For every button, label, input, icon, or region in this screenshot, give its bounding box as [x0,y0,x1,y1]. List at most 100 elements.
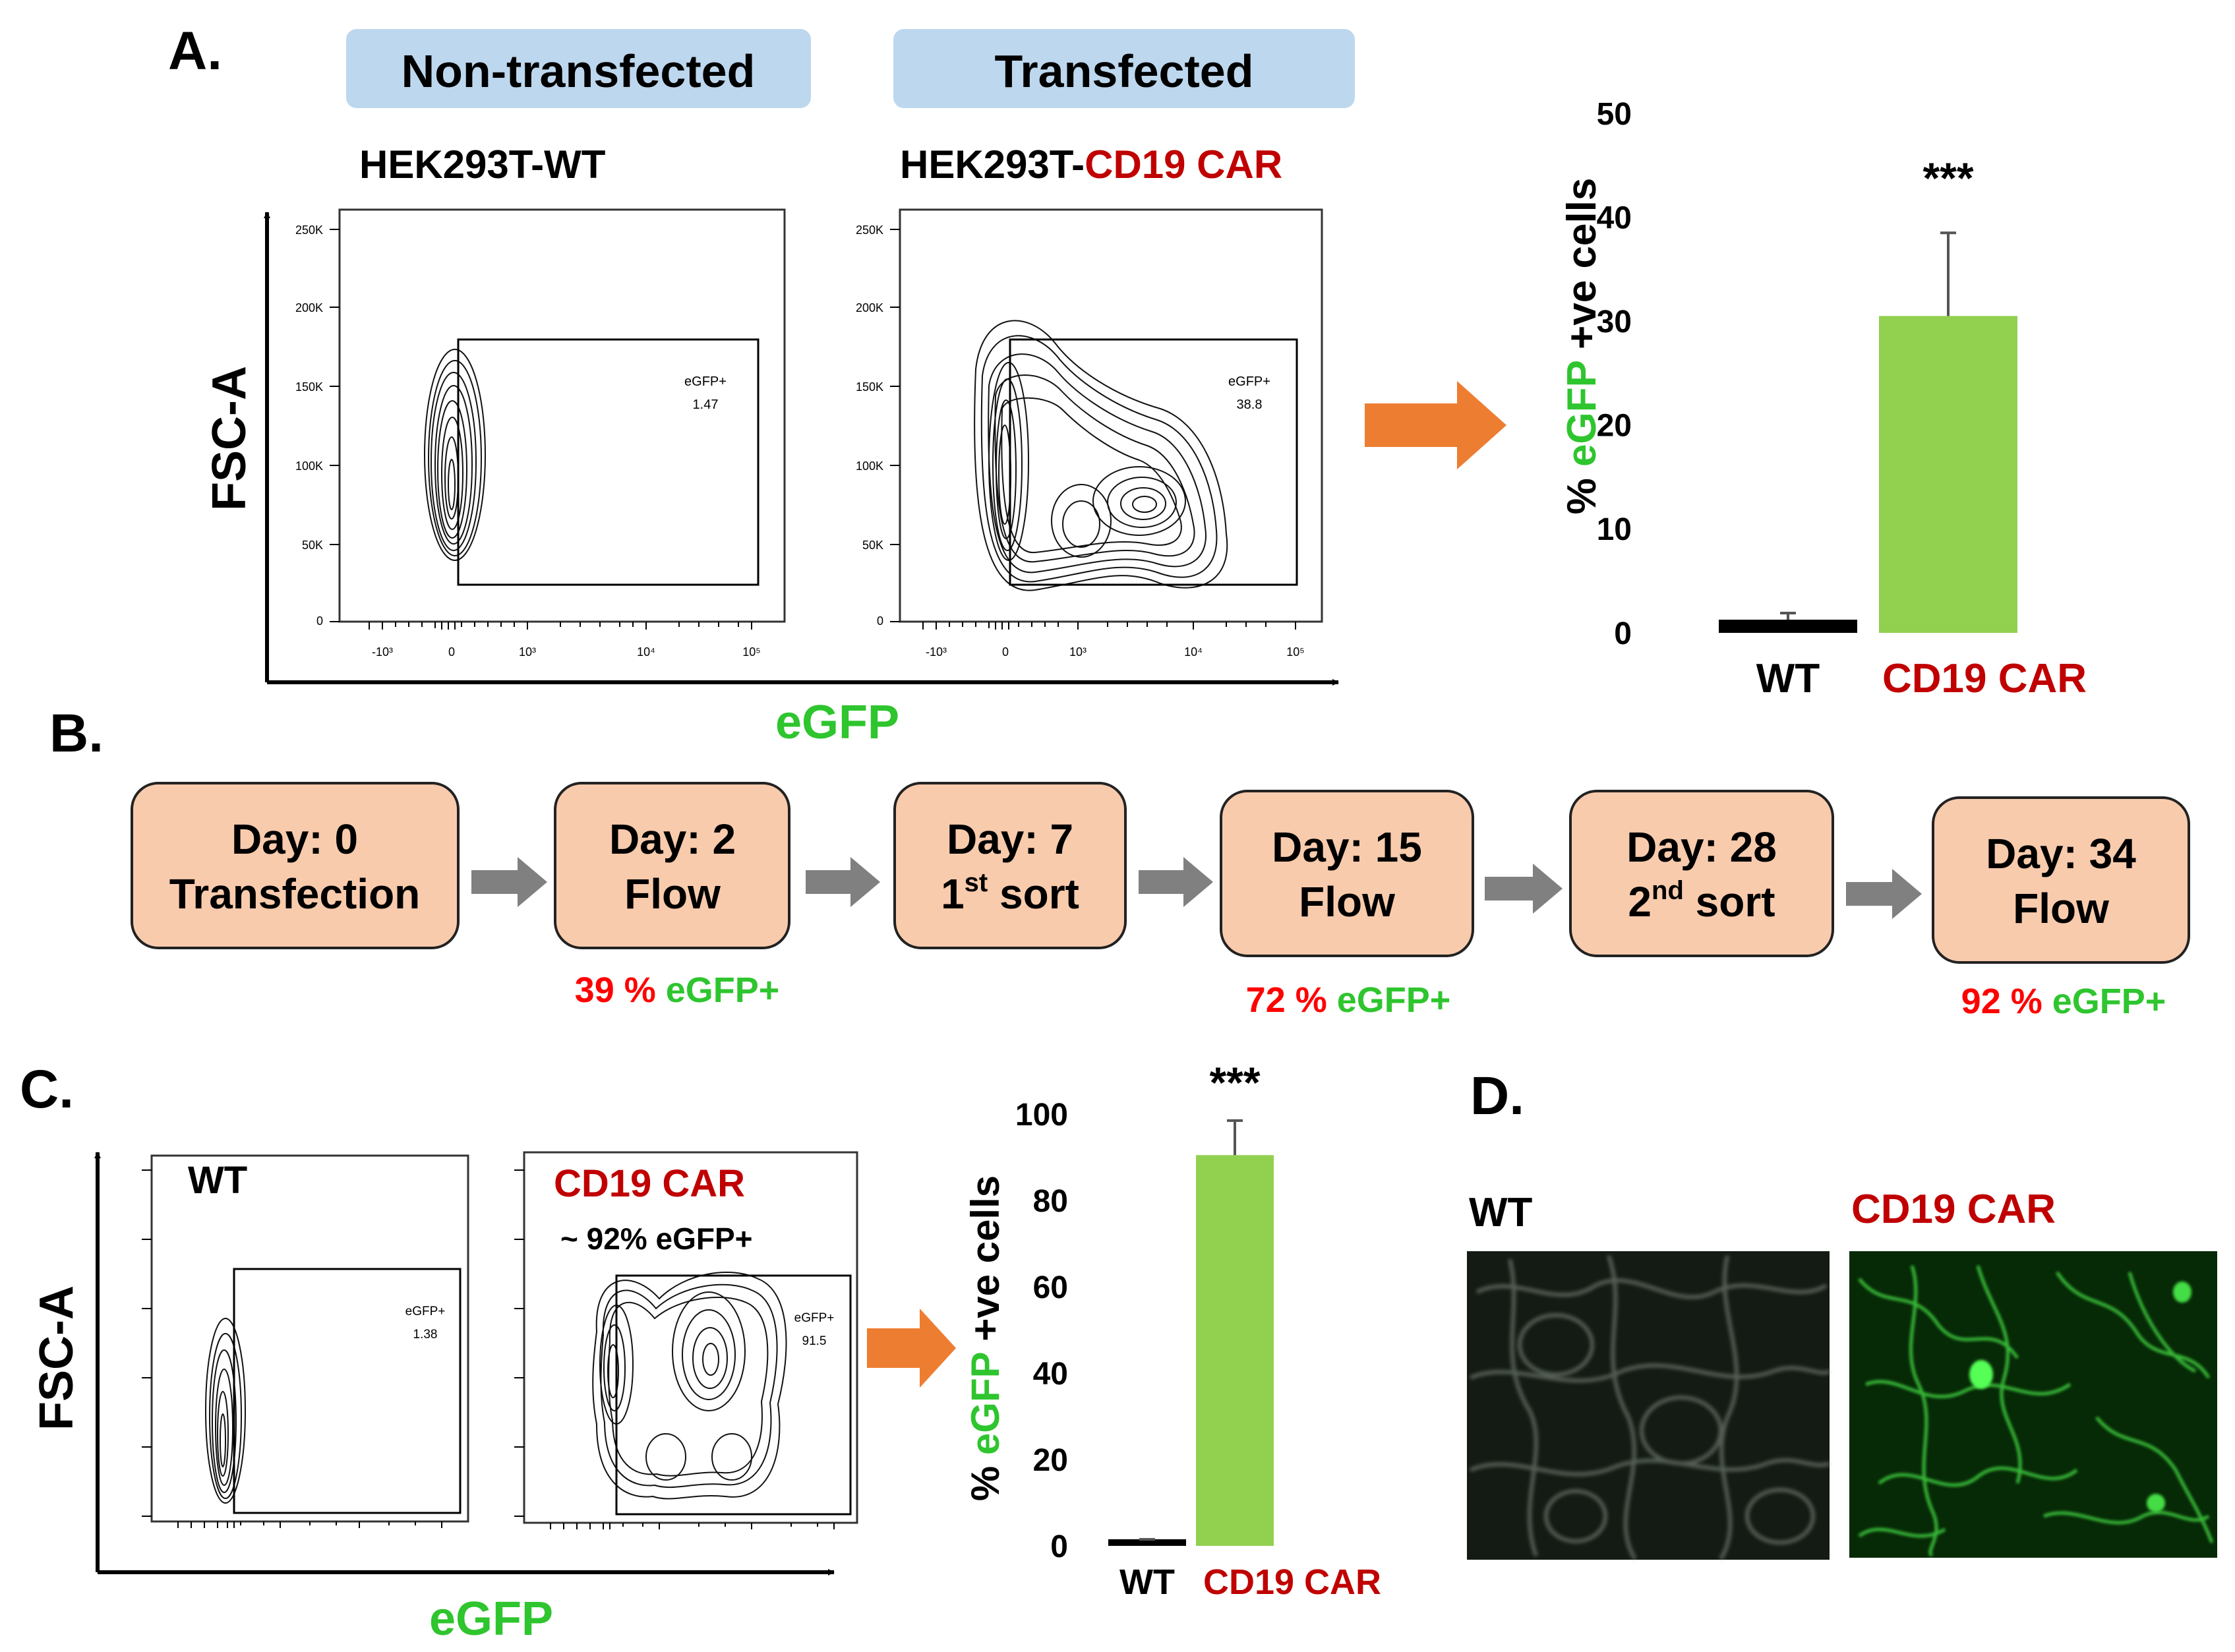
timeline-step-2: Day: 7 1st sort [893,782,1127,949]
flow-plot-c-wt-gate-value: 1.38 [413,1328,438,1342]
microscopy-car-fluorescent-cells [1858,1265,2214,1557]
y-tick-label: 0 [1050,1529,1068,1564]
xtick-zero: 0 [1002,645,1009,659]
sort-sup: nd [1652,876,1684,905]
result-label [656,970,666,1010]
flow-plot-car-frame [899,208,1323,623]
bar-chart-c: 0 20 40 60 80 100 WT CD19 CAR *** % eGFP +ve c… [963,1058,1381,1602]
bar-chart-a-ylabel: % eGFP +ve cells [1559,178,1605,515]
result-pct: 92 % [1961,982,2042,1021]
plot-title-car-suffix: CD19 CAR [1085,142,1282,187]
panel-a-orange-arrow [1365,381,1506,469]
xtick-1e4: 10⁴ [637,645,655,659]
bar-chart-a-yticks: 0 10 20 30 40 50 [1597,97,1632,651]
timeline-step-day: Day: 34 [1986,830,2136,877]
ytick-100k: 100K [856,459,883,473]
timeline-step-day: Day: 28 [1626,823,1777,871]
timeline-step-box [131,782,460,949]
microscopy-car-bright-cell [1969,1360,1993,1389]
flow-plot-c-car-gate-value: 91.5 [802,1334,827,1348]
panel-a-label: A. [168,21,222,81]
ytick-150k: 150K [295,380,323,394]
y-tick-label: 60 [1033,1270,1068,1305]
y-tick-label: 30 [1597,305,1632,339]
timeline-step-box [893,782,1127,949]
banner-transfected-text: Transfected [995,45,1254,97]
panel-c-orange-arrow [867,1309,956,1388]
xtick-1e5: 10⁵ [1286,645,1304,659]
plot-title-wt: HEK293T-WT [359,142,605,187]
y-tick-label: 20 [1597,409,1632,444]
error-bar [1227,1119,1243,1156]
bar-chart-c-categories: WT CD19 CAR [1119,1562,1381,1602]
result-label: eGFP+ [2052,982,2166,1021]
panel-d: D. WT CD19 CAR [1467,1066,2217,1560]
panel-c-x-label: eGFP [429,1593,553,1645]
xtick-marks [177,1521,442,1528]
error-bar [1940,231,1956,316]
flow-plot-c-wt-gate [233,1268,462,1514]
xtick-marks [369,622,752,630]
ytick-250k: 250K [856,223,883,237]
plot-title-car: HEK293T-CD19 CAR [900,142,1282,187]
timeline-step-box [1220,790,1474,957]
category-label: CD19 CAR [1882,656,2087,701]
timeline-result-day34: 92 % eGFP+ [1961,982,2166,1021]
ytick-marks [330,229,340,622]
category-label: WT [1756,656,1820,701]
timeline-step-day: Day: 0 [231,815,358,863]
flow-plot-wt-gate-value: 1.47 [693,398,719,412]
flow-plot-c-car-gate-label: eGFP+ [794,1311,835,1325]
y-tick-label: 50 [1597,97,1632,132]
timeline-step-action: 2nd sort [1628,876,1775,926]
timeline-step-0: Day: 0 Transfection [131,782,460,949]
panel-b: B. Day: 0 Transfection Day: 2 Flow Day: … [49,703,2190,1021]
flow-plot-c-wt-gate-label: eGFP+ [405,1305,446,1318]
ytick-150k: 150K [856,380,883,394]
timeline-result-day15: 72 % eGFP+ [1246,980,1451,1020]
ytick-50k: 50K [862,539,883,552]
bar-chart-a: 0 10 20 30 40 50 WT CD19 CAR *** % eGFP +ve ce… [1559,97,2087,701]
bar-wt [1719,620,1857,633]
timeline-step-4: Day: 28 2nd sort [1569,790,1834,957]
xtick-neg: -10³ [926,645,947,659]
timeline-step-action: Transfection [169,870,421,918]
bar-chart-c-bars [1108,1155,1274,1546]
banner-non-transfected-text: Non-transfected [402,45,756,97]
timeline-step-box [1932,796,2190,964]
ytick-250k: 250K [295,223,323,237]
timeline-step-1: Day: 2 Flow [554,782,790,949]
bar-chart-c-ylabel: % eGFP +ve cells [963,1175,1007,1501]
panel-a: A. Non-transfected Transfected HEK293T-W… [168,21,2087,749]
timeline-step-5: Day: 34 Flow [1932,796,2190,964]
bar-chart-a-categories: WT CD19 CAR [1756,656,2087,701]
y-tick-label: 0 [1614,616,1632,651]
result-label: eGFP+ [1337,980,1451,1020]
microscopy-image-car [1849,1251,2217,1558]
flow-plot-wt: 250K 200K 150K 100K 50K 0 -10³ 0 10³ 10⁴… [295,208,786,659]
xtick-neg: -10³ [372,645,393,659]
y-tick-label: 80 [1033,1184,1068,1219]
ytick-marks [142,1169,152,1517]
flow-plot-c-car-gate [615,1274,852,1516]
y-tick-label: 20 [1033,1443,1068,1478]
timeline-arrow [1139,857,1213,907]
xtick-1e3: 10³ [1069,645,1087,659]
ylabel-suffix: +ve cells [1559,178,1605,361]
timeline-step-box [554,782,790,949]
timeline-step-day: Day: 15 [1272,823,1422,871]
timeline-step-box [1569,790,1834,957]
flow-plot-c-wt-contours [205,1318,246,1504]
flow-plot-wt-yticks: 250K 200K 150K 100K 50K 0 [295,223,340,628]
xtick-1e3: 10³ [519,645,536,659]
result-label [2042,982,2052,1021]
timeline-step-3: Day: 15 Flow [1220,790,1474,957]
flow-plot-c-wt-title: WT [188,1159,247,1202]
bar-chart-c-yticks: 0 20 40 60 80 100 [1015,1098,1068,1564]
ytick-marks [890,229,900,622]
sort-num: 2 [1628,878,1652,926]
result-label: eGFP+ [666,970,780,1010]
panel-a-x-label: eGFP [775,696,899,749]
category-label: WT [1119,1562,1175,1602]
plot-title-car-prefix: HEK293T- [900,142,1085,187]
